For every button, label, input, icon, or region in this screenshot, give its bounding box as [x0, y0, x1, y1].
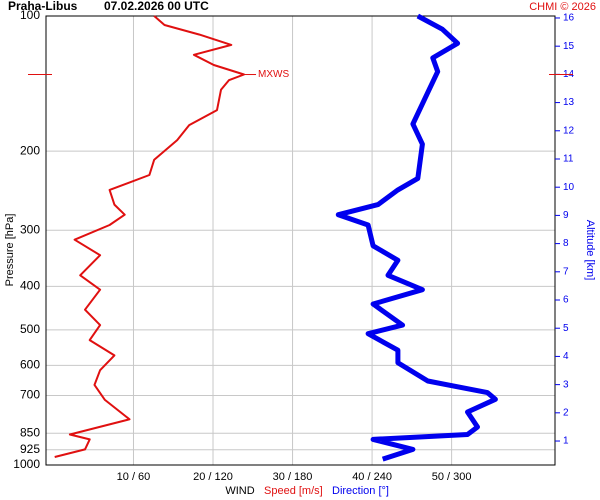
y2-tick-label: 1 — [563, 436, 569, 447]
wind-line — [335, 13, 498, 462]
y-tick-label: 400 — [20, 278, 40, 292]
chart-title: Praha-Libus — [8, 0, 78, 13]
y2-tick-label: 7 — [563, 266, 569, 277]
y2-tick-label: 6 — [563, 295, 569, 306]
legend-entry: Speed [m/s] — [264, 485, 323, 497]
wind-line — [54, 15, 245, 458]
y-tick-label: 200 — [20, 143, 40, 157]
x-tick-label: 30 / 180 — [273, 471, 313, 483]
y2-tick-label: 10 — [563, 182, 575, 193]
y2-tick-label: 5 — [563, 323, 569, 334]
y-tick-label: 700 — [20, 388, 40, 402]
y2-tick-label: 16 — [563, 13, 575, 24]
y2-tick-label: 13 — [563, 97, 575, 108]
y2-tick-label: 8 — [563, 238, 569, 249]
x-axis-label: WIND — [225, 485, 254, 497]
credit: CHMI © 2026 — [529, 1, 596, 13]
x-tick-label: 20 / 120 — [193, 471, 233, 483]
y-tick-label: 850 — [20, 425, 40, 439]
y-tick-label: 600 — [20, 358, 40, 372]
y2-tick-label: 15 — [563, 41, 575, 52]
y2-tick-label: 2 — [563, 407, 569, 418]
y2-tick-label: 12 — [563, 125, 575, 136]
plot-frame — [45, 15, 556, 466]
y-tick-label: 300 — [20, 222, 40, 236]
y-tick-label: 100 — [20, 8, 40, 22]
y-axis-label: Pressure [hPa] — [4, 214, 16, 287]
chart-subtitle: 07.02.2026 00 UTC — [104, 0, 209, 13]
y-tick-label: 500 — [20, 322, 40, 336]
y-tick-label: 1000 — [13, 457, 40, 471]
annotation: MXWS — [258, 69, 289, 80]
y2-tick-label: 4 — [563, 351, 569, 362]
y2-tick-label: 9 — [563, 210, 569, 221]
legend-entry: Direction [°] — [332, 485, 389, 497]
x-tick-label: 40 / 240 — [352, 471, 392, 483]
y2-tick-label: 11 — [563, 154, 574, 165]
x-tick-label: 10 / 60 — [117, 471, 151, 483]
y-tick-label: 925 — [20, 442, 40, 456]
y2-axis-label: Altitude [km] — [584, 220, 596, 281]
x-tick-label: 50 / 300 — [432, 471, 472, 483]
y2-tick-label: 3 — [563, 379, 569, 390]
